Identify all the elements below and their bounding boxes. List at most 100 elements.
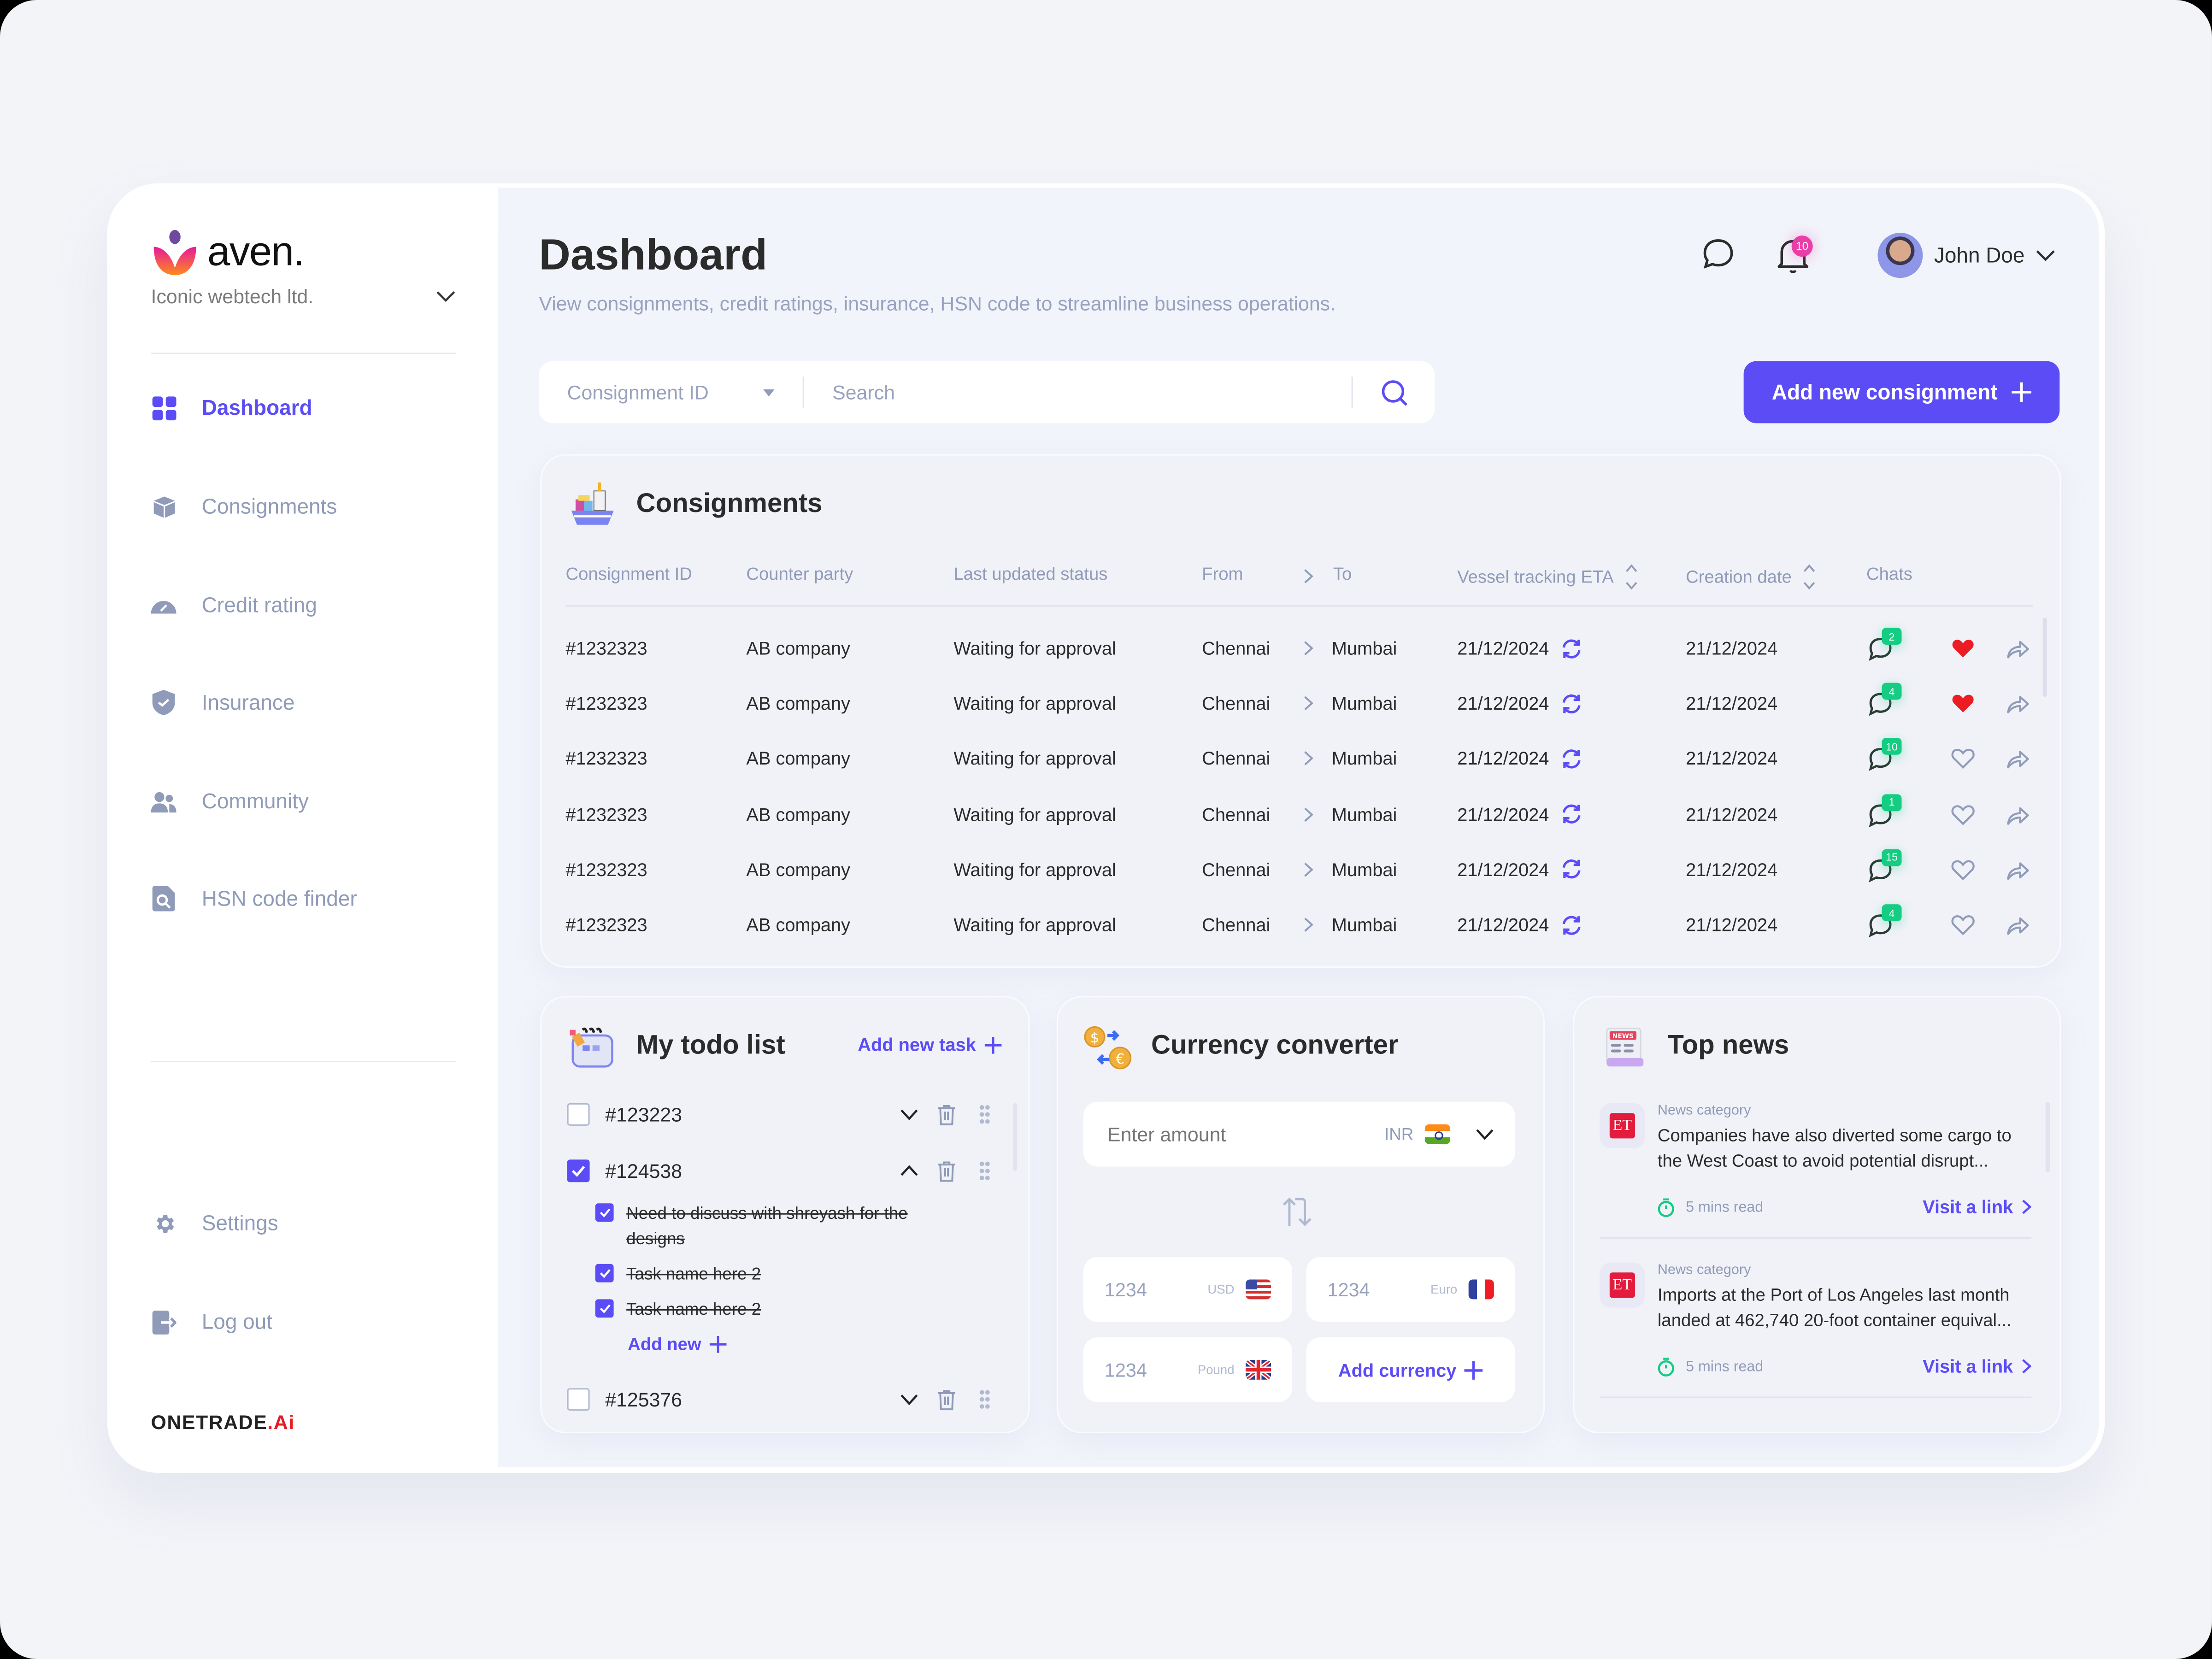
base-currency-selector[interactable]: INR (1384, 1124, 1494, 1144)
sidebar-item-credit-rating[interactable]: Credit rating (151, 593, 317, 618)
chat-button[interactable]: 15 (1868, 849, 1902, 883)
sidebar-item-dashboard[interactable]: Dashboard (151, 395, 312, 420)
chevron-right-icon (1304, 696, 1313, 711)
refresh-icon[interactable] (1560, 637, 1583, 659)
heart-filled-icon[interactable] (1951, 638, 1975, 660)
consignments-title: Consignments (636, 489, 823, 519)
shield-check-icon (151, 689, 176, 716)
grid-icon (151, 395, 176, 420)
vessel-eta: 21/12/2024 (1457, 731, 1583, 786)
subtask-checkbox[interactable] (595, 1203, 614, 1222)
consignment-id: #1232323 (565, 637, 647, 659)
chat-icon[interactable] (1701, 237, 1735, 271)
stopwatch-icon (1658, 1197, 1674, 1217)
add-currency-button[interactable]: Add currency (1306, 1337, 1515, 1402)
table-header-divider (565, 605, 2033, 607)
heart-filled-icon[interactable] (1951, 693, 1975, 716)
news-scrollbar[interactable] (2045, 1101, 2050, 1172)
todo-checkbox[interactable] (567, 1159, 590, 1182)
chevron-down-icon[interactable] (900, 1394, 918, 1405)
add-subtask-button[interactable]: Add new (628, 1335, 727, 1354)
chat-button[interactable]: 10 (1868, 738, 1902, 772)
chat-button[interactable]: 4 (1868, 904, 1902, 938)
table-scrollbar[interactable] (2042, 618, 2047, 697)
consignment-id: #1232323 (565, 693, 647, 714)
news-headline[interactable]: Imports at the Port of Los Angeles last … (1657, 1285, 2012, 1330)
chevron-up-icon[interactable] (900, 1165, 918, 1177)
swap-icon[interactable] (1282, 1196, 1316, 1227)
visit-link[interactable]: Visit a link (1923, 1196, 2032, 1218)
chat-button[interactable]: 1 (1868, 794, 1902, 828)
refresh-icon[interactable] (1560, 692, 1583, 715)
table-row[interactable]: #1232323 AB company Waiting for approval Ch… (566, 731, 2033, 786)
caret-down-icon (763, 388, 775, 396)
sidebar-item-label: Consignments (201, 494, 337, 518)
amount-input[interactable] (1104, 1121, 1385, 1147)
table-row[interactable]: #1232323 AB company Waiting for approval Ch… (566, 897, 2033, 952)
conversion-euro[interactable]: 1234 Euro (1306, 1257, 1515, 1322)
counter-party: AB company (746, 693, 850, 714)
conversion-pound[interactable]: 1234 Pound (1083, 1337, 1293, 1402)
drag-handle-icon[interactable] (979, 1161, 990, 1181)
subtask-checkbox[interactable] (595, 1264, 614, 1282)
heart-outline-icon[interactable] (1951, 859, 1975, 882)
table-row[interactable]: #1232323 AB company Waiting for approval Ch… (566, 842, 2033, 897)
heart-outline-icon[interactable] (1951, 804, 1975, 826)
chat-button[interactable]: 4 (1868, 683, 1902, 717)
chat-button[interactable]: 2 (1868, 628, 1902, 662)
svg-text:$: $ (1090, 1030, 1099, 1046)
conversion-usd[interactable]: 1234 USD (1083, 1257, 1293, 1322)
todo-checkbox[interactable] (567, 1103, 590, 1126)
subtask-checkbox[interactable] (595, 1299, 614, 1318)
sidebar-item-hsn-code-finder[interactable]: HSN code finder (151, 886, 357, 912)
todo-scrollbar[interactable] (1012, 1103, 1018, 1171)
search-button[interactable] (1351, 377, 1435, 408)
search-filter-dropdown[interactable]: Consignment ID (539, 377, 804, 408)
column-header-creation-date[interactable]: Creation date (1686, 564, 1816, 590)
share-icon[interactable] (2006, 804, 2030, 826)
trash-icon[interactable] (938, 1160, 955, 1182)
table-row[interactable]: #1232323 AB company Waiting for approval Ch… (566, 787, 2033, 841)
creation-date: 21/12/2024 (1686, 637, 1778, 659)
table-row[interactable]: #1232323 AB company Waiting for approval Ch… (566, 676, 2033, 731)
trash-icon[interactable] (938, 1104, 955, 1125)
share-icon[interactable] (2006, 859, 2030, 882)
sidebar-item-logout[interactable]: Log out (151, 1309, 272, 1335)
checkmark-icon (599, 1208, 610, 1218)
news-headline[interactable]: Companies have also diverted some cargo … (1657, 1125, 2012, 1171)
sidebar-item-settings[interactable]: Settings (151, 1211, 278, 1236)
heart-outline-icon[interactable] (1951, 914, 1975, 937)
add-new-task-button[interactable]: Add new task (858, 1034, 1001, 1055)
subtask-text: Need to discuss with shreyash for the de… (626, 1203, 908, 1249)
refresh-icon[interactable] (1560, 913, 1583, 936)
trash-icon[interactable] (938, 1389, 955, 1410)
chevron-down-icon[interactable] (900, 1109, 918, 1120)
search-input[interactable] (804, 381, 1352, 404)
refresh-icon[interactable] (1560, 803, 1583, 825)
refresh-icon[interactable] (1560, 747, 1583, 770)
checkmark-icon (599, 1304, 610, 1313)
drag-handle-icon[interactable] (979, 1389, 990, 1409)
visit-link[interactable]: Visit a link (1923, 1356, 2032, 1377)
sidebar-item-community[interactable]: Community (151, 788, 309, 814)
table-row[interactable]: #1232323 AB company Waiting for approval Ch… (566, 621, 2033, 676)
column-header-vessel-tracking-eta[interactable]: Vessel tracking ETA (1457, 564, 1638, 590)
refresh-icon[interactable] (1560, 858, 1583, 881)
share-icon[interactable] (2006, 693, 2030, 716)
organization-selector[interactable]: Iconic webtech ltd. (151, 285, 456, 307)
from-city: Chennai (1202, 803, 1271, 825)
share-icon[interactable] (2006, 638, 2030, 660)
read-time: 5 mins read (1658, 1197, 1763, 1217)
sidebar-item-insurance[interactable]: Insurance (151, 689, 294, 716)
todo-checkbox[interactable] (567, 1388, 590, 1411)
add-consignment-button[interactable]: Add new consignment (1743, 361, 2060, 424)
share-icon[interactable] (2006, 914, 2030, 937)
sidebar-item-consignments[interactable]: Consignments (151, 494, 337, 519)
drag-handle-icon[interactable] (979, 1105, 990, 1124)
creation-date: 21/12/2024 (1686, 859, 1778, 880)
column-header-chats: Chats (1866, 564, 1912, 584)
heart-outline-icon[interactable] (1951, 748, 1975, 771)
user-menu[interactable]: John Doe (1877, 233, 2055, 278)
brand-logo[interactable]: aven. (151, 229, 305, 276)
share-icon[interactable] (2006, 748, 2030, 771)
